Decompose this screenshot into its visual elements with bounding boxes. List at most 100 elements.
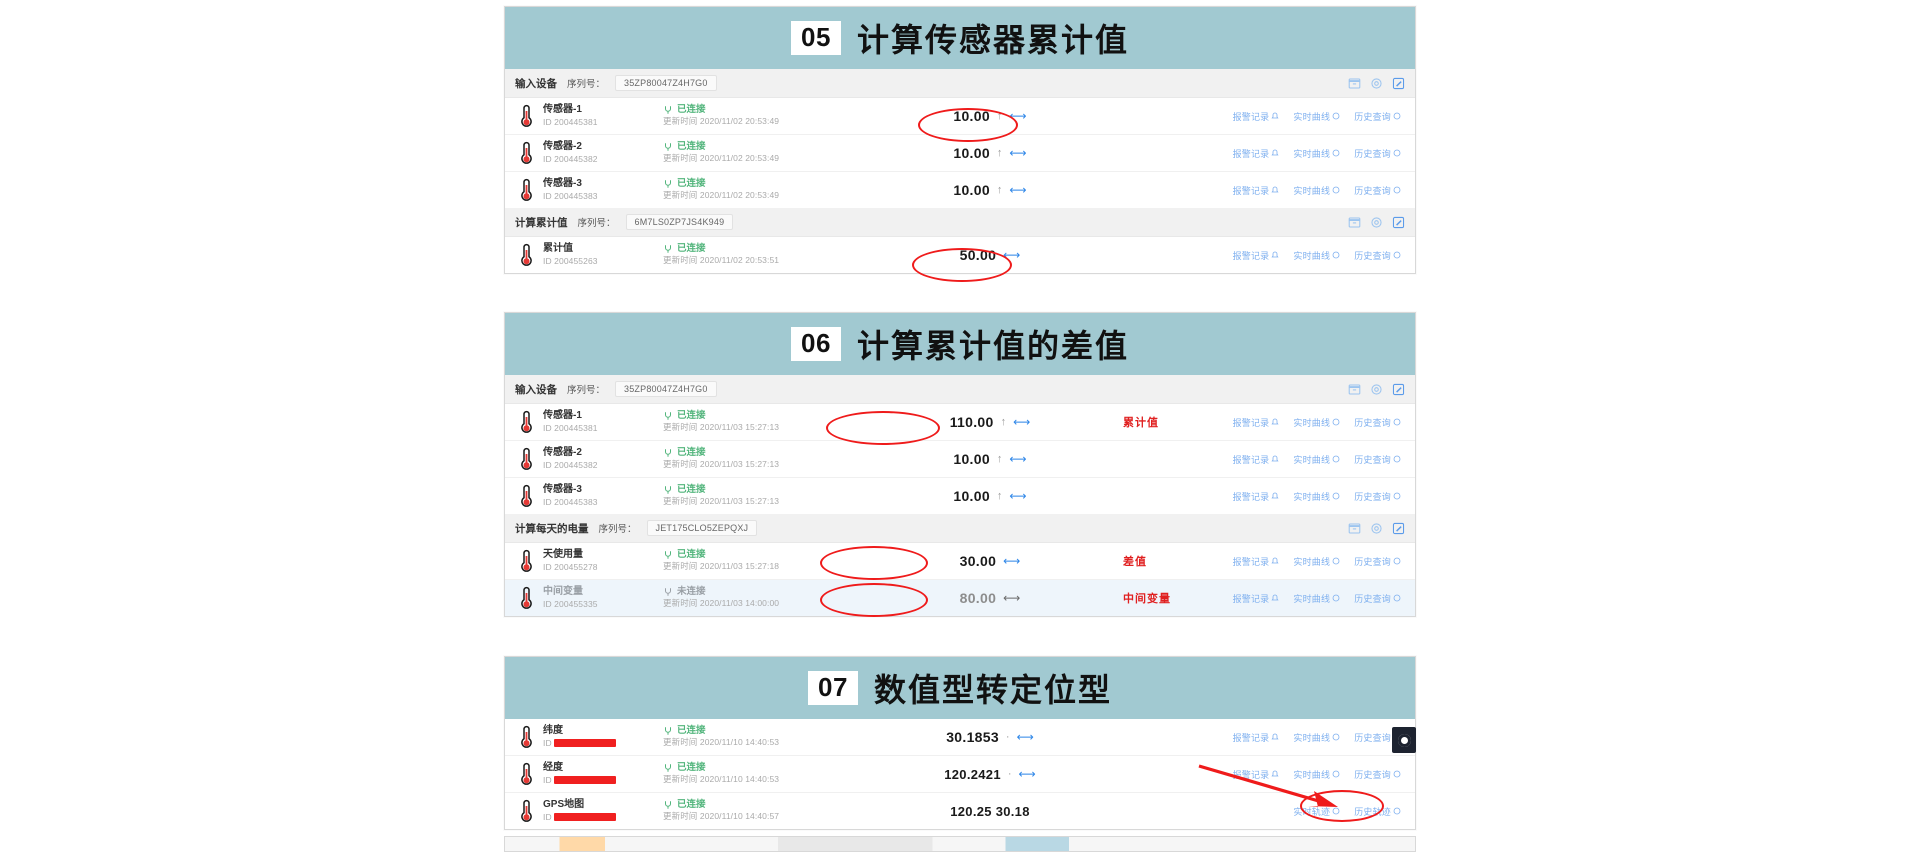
group-tools: [1348, 383, 1405, 396]
device-name: 纬度: [543, 725, 563, 737]
device-name: 传感器-3: [543, 178, 582, 190]
status-badge: 已连接: [663, 141, 875, 153]
edit-icon[interactable]: [1392, 77, 1405, 90]
detail-arrow-icon[interactable]: ⟷: [1018, 767, 1036, 781]
action-link[interactable]: 报警记录: [1233, 768, 1280, 781]
sn-value[interactable]: 35ZP80047Z4H7G0: [615, 381, 717, 397]
action-link[interactable]: 历史查询: [1354, 453, 1401, 466]
action-link[interactable]: 历史查询: [1354, 416, 1401, 429]
action-link[interactable]: 报警记录: [1233, 416, 1280, 429]
device-status-cell: 已连接 更新时间 2020/11/03 15:27:13: [663, 410, 875, 434]
sensor-row[interactable]: 传感器-3 ID 200445383 已连接 更新时间 2020/11/03 15:2…: [505, 478, 1415, 514]
gear-icon[interactable]: [1370, 216, 1383, 229]
device-name-cell: 累计值 ID 200455263: [543, 243, 663, 267]
action-link[interactable]: 报警记录: [1233, 249, 1280, 262]
sensor-row[interactable]: 传感器-2 ID 200445382 已连接 更新时间 2020/11/03 15:2…: [505, 441, 1415, 478]
device-value: 80.00: [959, 590, 997, 606]
sensor-row[interactable]: 传感器-1 ID 200445381 已连接 更新时间 2020/11/03 15:2…: [505, 404, 1415, 441]
sensor-row[interactable]: 纬度 ID 已连接 更新时间 2020/11/10 14:40:53 30.1853 ·…: [505, 719, 1415, 756]
sn-value[interactable]: JET175CLO5ZEPQXJ: [646, 520, 758, 536]
edit-icon[interactable]: [1392, 383, 1405, 396]
sensor-row[interactable]: 传感器-1 ID 200445381 已连接 更新时间 2020/11/02 20:5…: [505, 98, 1415, 135]
thermometer-icon-wrap: [515, 410, 537, 434]
detail-arrow-icon[interactable]: ⟷: [1009, 452, 1027, 466]
sensor-row[interactable]: 传感器-3 ID 200445383 已连接 更新时间 2020/11/02 20:5…: [505, 172, 1415, 208]
detail-arrow-icon[interactable]: ⟷: [1009, 146, 1027, 160]
action-link[interactable]: 实时曲线: [1293, 453, 1340, 466]
archive-icon[interactable]: [1348, 77, 1361, 90]
action-link[interactable]: 实时曲线: [1293, 490, 1340, 503]
device-id: ID 200455278: [543, 561, 598, 572]
sensor-row[interactable]: 传感器-2 ID 200445382 已连接 更新时间 2020/11/02 20:5…: [505, 135, 1415, 172]
action-link[interactable]: 报警记录: [1233, 555, 1280, 568]
archive-icon[interactable]: [1348, 522, 1361, 535]
device-value: 30.00: [959, 553, 997, 569]
device-status-cell: 已连接 更新时间 2020/11/03 15:27:18: [663, 549, 875, 573]
trend-up-icon: ↑: [1000, 415, 1007, 428]
sensor-row[interactable]: GPS地图 ID 已连接 更新时间 2020/11/10 14:40:57 120.2…: [505, 793, 1415, 829]
sn-value[interactable]: 35ZP80047Z4H7G0: [615, 75, 717, 91]
bell-icon: [1271, 557, 1279, 564]
action-link[interactable]: 报警记录: [1233, 184, 1280, 197]
action-link[interactable]: 实时轨迹: [1293, 805, 1340, 818]
archive-icon[interactable]: [1348, 216, 1361, 229]
action-link[interactable]: 报警记录: [1233, 592, 1280, 605]
action-link[interactable]: 历史查询: [1354, 490, 1401, 503]
action-link[interactable]: 报警记录: [1233, 110, 1280, 123]
action-link[interactable]: 实时曲线: [1293, 555, 1340, 568]
sensor-row[interactable]: 天使用量 ID 200455278 已连接 更新时间 2020/11/03 15:27…: [505, 543, 1415, 580]
archive-icon[interactable]: [1348, 383, 1361, 396]
cursor-badge: [1392, 727, 1416, 753]
action-link[interactable]: 历史查询: [1354, 147, 1401, 160]
sensor-row[interactable]: 经度 ID 已连接 更新时间 2020/11/10 14:40:53 120.2421…: [505, 756, 1415, 793]
action-link[interactable]: 报警记录: [1233, 147, 1280, 160]
detail-arrow-icon[interactable]: ⟷: [1009, 489, 1027, 503]
thermometer-icon: [520, 549, 532, 572]
action-link[interactable]: 报警记录: [1233, 453, 1280, 466]
detail-arrow-icon[interactable]: ⟷: [1013, 415, 1031, 429]
clock-icon: [1332, 733, 1340, 741]
thermometer-icon: [520, 762, 532, 785]
detail-arrow-icon[interactable]: ⟷: [1003, 591, 1021, 605]
detail-arrow-icon[interactable]: ⟷: [1003, 248, 1021, 262]
action-link[interactable]: 历史查询: [1354, 184, 1401, 197]
action-link[interactable]: 实时曲线: [1293, 110, 1340, 123]
gear-icon[interactable]: [1370, 77, 1383, 90]
edit-icon[interactable]: [1392, 522, 1405, 535]
thermometer-icon: [520, 799, 532, 822]
update-time: 更新时间 2020/11/03 15:27:18: [663, 561, 780, 572]
action-link[interactable]: 实时曲线: [1293, 416, 1340, 429]
action-link[interactable]: 实时曲线: [1293, 249, 1340, 262]
action-link[interactable]: 报警记录: [1233, 490, 1280, 503]
action-link[interactable]: 实时曲线: [1293, 592, 1340, 605]
status-badge: 已连接: [663, 762, 875, 774]
gear-icon[interactable]: [1370, 522, 1383, 535]
action-link[interactable]: 历史轨迹: [1354, 805, 1401, 818]
action-link[interactable]: 实时曲线: [1293, 184, 1340, 197]
detail-arrow-icon[interactable]: ⟷: [1016, 730, 1034, 744]
device-name: 中间变量: [543, 586, 583, 598]
detail-arrow-icon[interactable]: ⟷: [1009, 109, 1027, 123]
action-link[interactable]: 历史查询: [1354, 592, 1401, 605]
action-link[interactable]: 报警记录: [1233, 731, 1280, 744]
action-link[interactable]: 实时曲线: [1293, 147, 1340, 160]
detail-arrow-icon[interactable]: ⟷: [1003, 554, 1021, 568]
action-link[interactable]: 实时曲线: [1293, 768, 1340, 781]
sn-value[interactable]: 6M7LS0ZP7JS4K949: [625, 214, 734, 230]
device-status-cell: 已连接 更新时间 2020/11/10 14:40:53: [663, 762, 875, 786]
clock-icon: [1393, 418, 1401, 426]
action-link[interactable]: 实时曲线: [1293, 731, 1340, 744]
sensor-row[interactable]: 中间变量 ID 200455335 未连接 更新时间 2020/11/03 14:00…: [505, 580, 1415, 616]
action-link[interactable]: 历史查询: [1354, 110, 1401, 123]
gear-icon[interactable]: [1370, 383, 1383, 396]
device-name: 传感器-1: [543, 104, 582, 116]
detail-arrow-icon[interactable]: ⟷: [1009, 183, 1027, 197]
action-link[interactable]: 历史查询: [1354, 249, 1401, 262]
sensor-row[interactable]: 累计值 ID 200455263 已连接 更新时间 2020/11/02 20:53:…: [505, 237, 1415, 273]
trend-up-icon: ↑: [996, 109, 1003, 122]
action-link[interactable]: 历史查询: [1354, 768, 1401, 781]
device-status-cell: 已连接 更新时间 2020/11/02 20:53:49: [663, 141, 875, 165]
connection-icon: [665, 106, 671, 115]
action-link[interactable]: 历史查询: [1354, 555, 1401, 568]
edit-icon[interactable]: [1392, 216, 1405, 229]
